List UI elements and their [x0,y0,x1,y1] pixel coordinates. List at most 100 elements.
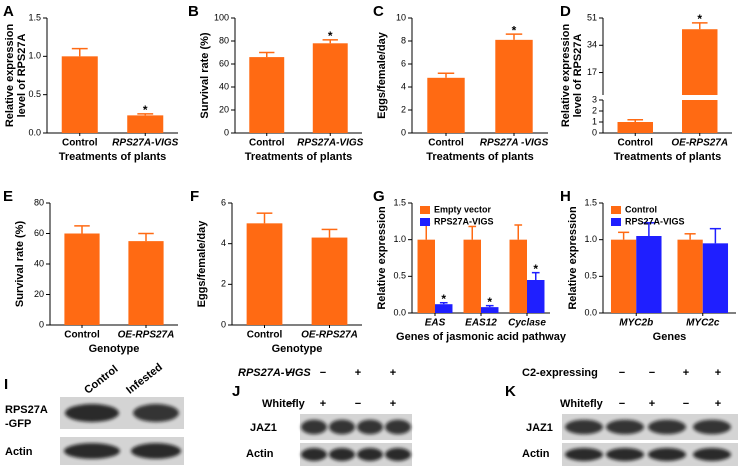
bar [702,243,729,313]
error-bar [514,224,523,240]
bar [435,304,453,313]
x-tick-label: Control [428,138,464,149]
blot-band [385,448,411,461]
y-tick-label: 4 [221,238,226,248]
y-tick-label: 2 [401,104,406,114]
y-tick-label: 0.5 [28,89,41,99]
y-tick-label: 0 [221,319,226,329]
x-tick-label: Control [247,330,283,341]
panel-label: D [560,3,571,20]
y-tick-label: 80 [34,197,44,207]
condition-label: Whitefly [262,398,306,410]
condition-sign: + [649,398,655,410]
y-axis-label: level of RPS27A [572,34,584,118]
y-tick-label: 3 [592,94,597,104]
bar [127,115,164,133]
condition-sign: − [649,367,655,379]
condition-sign: − [619,398,625,410]
y-tick-label: 1.5 [28,12,41,22]
row-label: Actin [5,446,33,458]
blot-band [693,419,731,435]
error-bar [468,225,477,240]
bar [463,239,481,313]
condition-sign: + [390,398,396,410]
y-tick-label: 1 [592,116,597,126]
x-tick-label: Control [62,138,98,149]
row-label: Actin [522,448,550,460]
error-bar [531,271,540,280]
significance-mark: * [697,12,702,26]
y-axis-label: Eggs/female/day [196,220,208,308]
bar [128,241,164,325]
y-tick-label: 1.0 [28,51,41,61]
y-tick-label: 2 [592,105,597,115]
panel-label: H [560,188,571,205]
legend-swatch [420,206,430,214]
x-axis-label: Treatments of plants [59,151,167,163]
x-axis-label: Genotype [89,343,140,355]
y-tick-label: 60 [219,58,229,68]
condition-sign: − [320,367,326,379]
blot-band [131,443,181,459]
condition-sign: + [715,398,721,410]
error-bar [643,222,655,236]
panel-label: J [232,383,240,400]
y-tick-label: 0.0 [393,307,406,317]
row-label: JAZ1 [250,422,277,434]
bar [495,39,533,133]
y-tick-label: 2 [221,279,226,289]
error-bar [259,51,275,58]
bar [527,280,545,313]
bar [610,239,637,313]
error-bar [618,231,630,240]
condition-sign: − [287,367,293,379]
y-tick-label: 20 [34,289,44,299]
x-axis-label: Treatments of plants [426,151,534,163]
condition-sign: + [715,367,721,379]
x-tick-label: EAS12 [465,318,497,329]
condition-sign: − [355,398,361,410]
panel-label: F [190,188,199,205]
bar [246,223,283,325]
bar [312,43,348,133]
panel-label: E [3,188,13,205]
y-tick-label: 20 [219,104,229,114]
blot-membrane [300,443,412,466]
y-tick-label: 4 [401,81,406,91]
y-axis-label: Eggs/female/day [376,31,388,119]
blot-band [606,419,644,435]
significance-mark: * [533,262,538,276]
legend-swatch [420,218,430,226]
y-tick-label: 34 [587,40,597,50]
y-tick-label: 0.5 [393,271,406,281]
blot-band [301,419,327,435]
blot-band [565,419,603,435]
y-tick-label: 100 [214,12,229,22]
blot-band [301,448,327,461]
legend-swatch [611,218,621,226]
y-tick-label: 60 [34,228,44,238]
significance-mark: * [512,23,517,37]
blot-band [648,419,686,435]
x-tick-label: RPS27A-VIGS [297,138,363,149]
condition-sign: + [320,398,326,410]
error-bar [485,304,494,308]
y-tick-label: 1.0 [584,234,597,244]
significance-mark: * [328,29,333,43]
condition-sign: + [390,367,396,379]
y-tick-label: 40 [34,258,44,268]
row-label: -GFP [5,418,31,430]
x-tick-label: RPS27A-VIGS [112,138,178,149]
x-tick-label: OE-RPS27A [671,138,728,149]
panel-label: A [3,3,14,20]
y-axis-label: Relative expression [567,206,579,310]
significance-mark: * [441,292,446,306]
y-tick-label: 6 [401,58,406,68]
legend-label: RPS27A-VIGS [625,216,685,226]
blot-band [606,448,644,461]
legend-label: RPS27A-VIGS [434,216,494,226]
x-tick-label: RPS27A -VIGS [480,138,549,149]
x-tick-label: Control [249,138,285,149]
y-axis-label: level of RPS27A [16,34,28,118]
